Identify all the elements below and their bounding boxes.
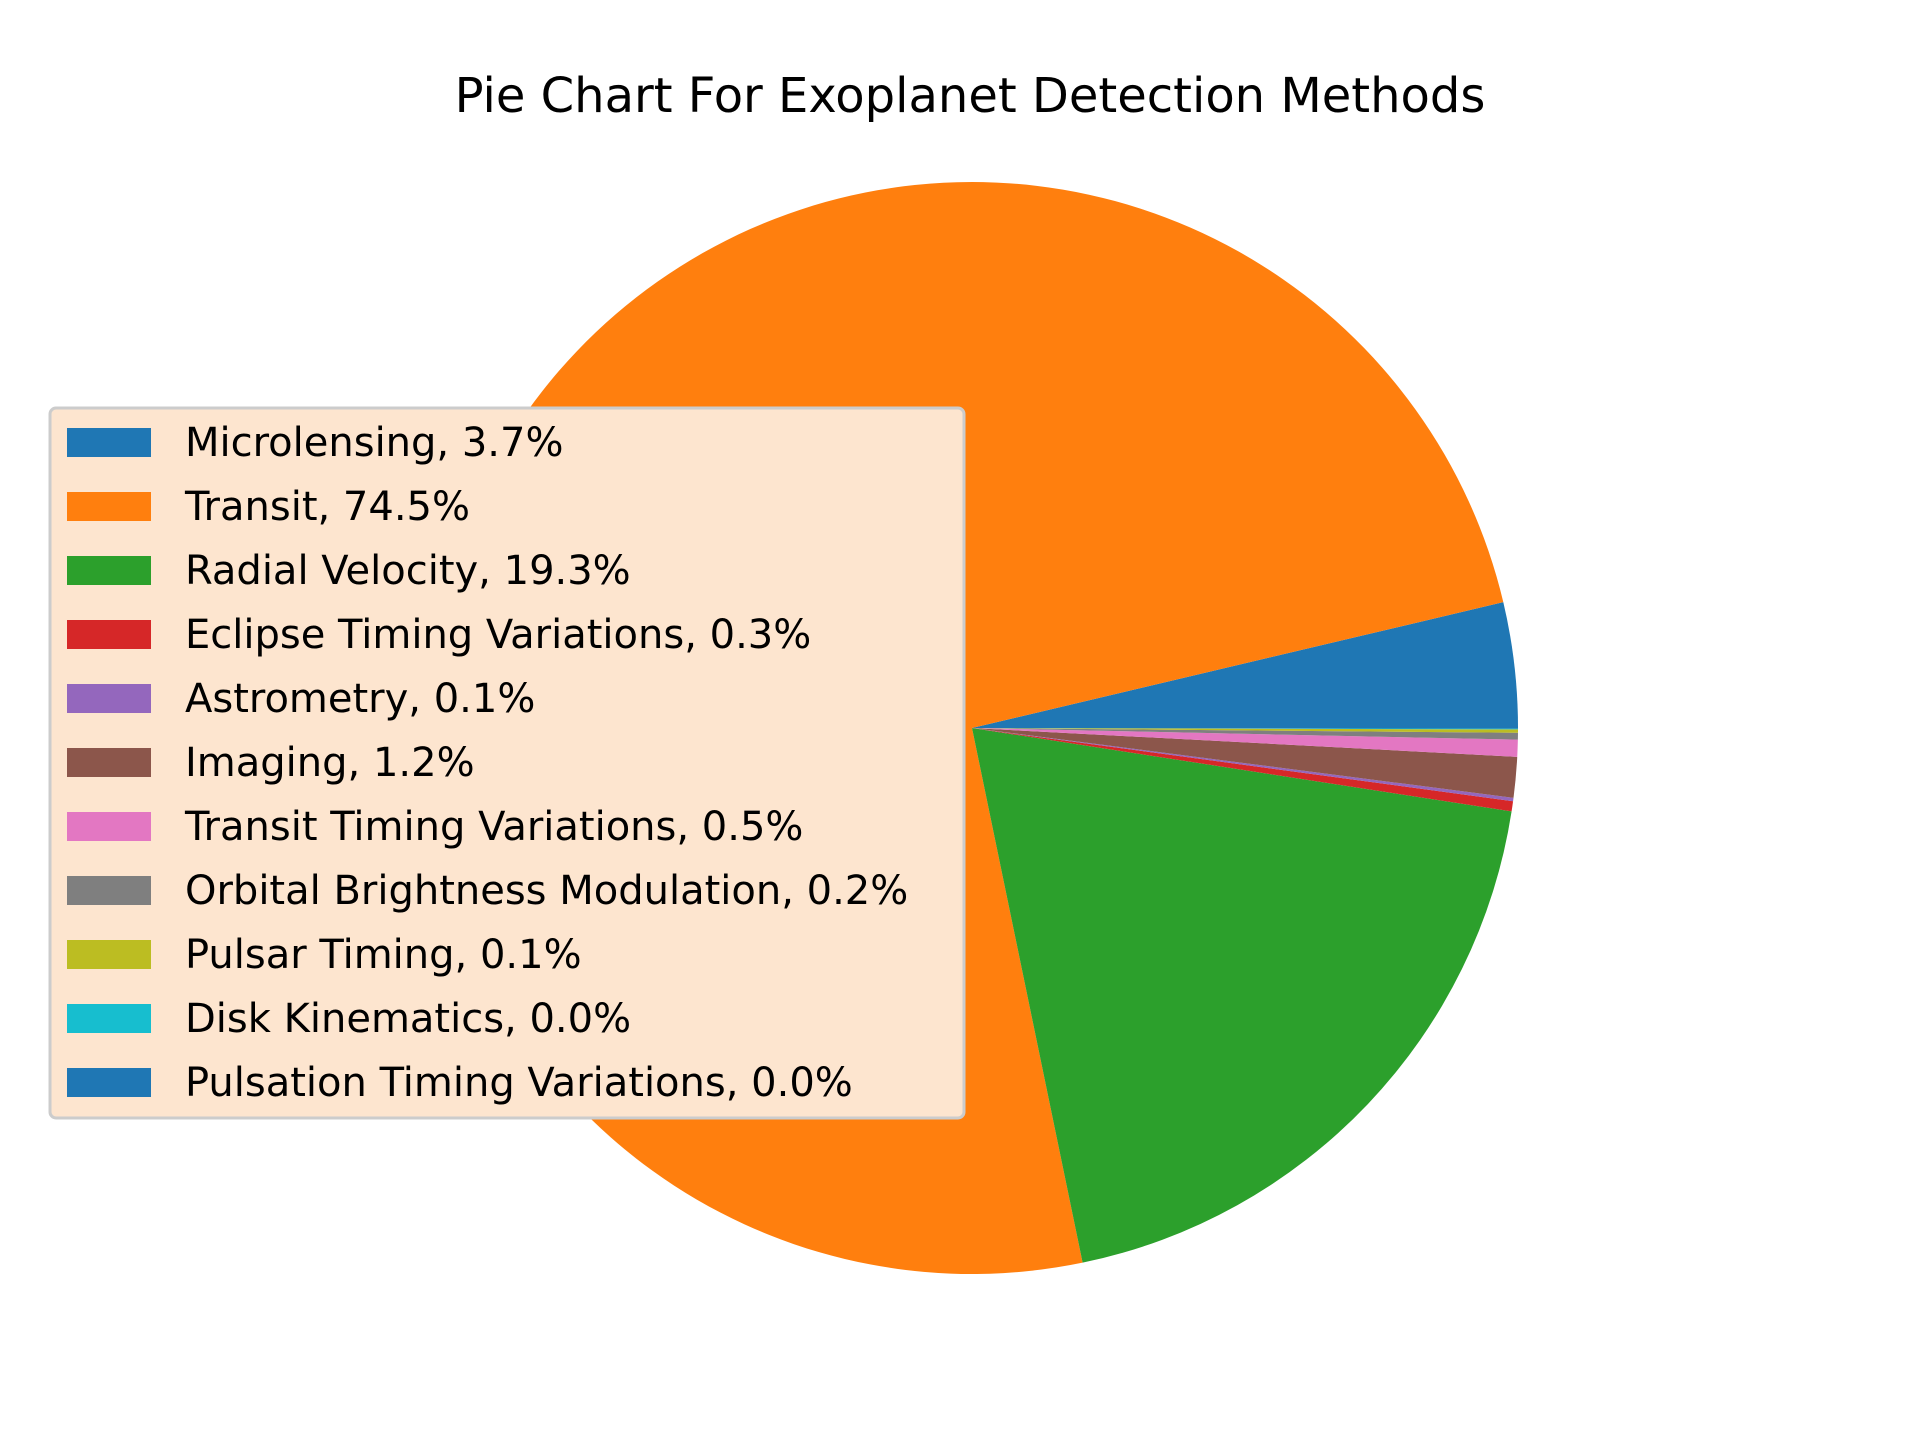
legend-swatch-8: [67, 940, 151, 969]
pie-slice-10: [972, 728, 1518, 729]
legend-label-0: Microlensing, 3.7%: [185, 420, 563, 466]
legend-label-6: Transit Timing Variations, 0.5%: [184, 804, 803, 850]
legend-swatch-2: [67, 556, 151, 585]
pie-slice-6: [972, 728, 1518, 757]
legend-swatch-10: [67, 1068, 151, 1097]
pie-slice-7: [972, 728, 1518, 740]
legend-swatch-6: [67, 812, 151, 841]
pie-slice-2: [972, 728, 1512, 1263]
legend-swatch-7: [67, 876, 151, 905]
legend-label-5: Imaging, 1.2%: [185, 740, 475, 786]
legend-swatch-3: [67, 620, 151, 649]
legend-label-4: Astrometry, 0.1%: [185, 676, 535, 722]
pie-slice-3: [972, 728, 1514, 812]
legend-label-2: Radial Velocity, 19.3%: [185, 548, 631, 594]
legend: Microlensing, 3.7% Transit, 74.5% Radial V…: [48, 406, 966, 1120]
chart-title: Pie Chart For Exoplanet Detection Method…: [455, 68, 1486, 124]
legend-label-7: Orbital Brightness Modulation, 0.2%: [185, 868, 908, 914]
legend-swatch-1: [67, 492, 151, 521]
legend-swatch-5: [67, 748, 151, 777]
pie-slice-5: [972, 728, 1518, 798]
pie-slice-9: [972, 728, 1518, 730]
legend-box: [48, 406, 966, 1120]
pie-slice-8: [972, 728, 1518, 733]
legend-items: Microlensing, 3.7% Transit, 74.5% Radial V…: [67, 420, 908, 1106]
pie-slice-0: [972, 602, 1518, 728]
legend-swatch-4: [67, 684, 151, 713]
pie-slice-4: [972, 728, 1514, 802]
legend-label-3: Eclipse Timing Variations, 0.3%: [185, 612, 811, 658]
legend-label-9: Disk Kinematics, 0.0%: [185, 996, 631, 1042]
legend-label-8: Pulsar Timing, 0.1%: [185, 932, 582, 978]
legend-label-10: Pulsation Timing Variations, 0.0%: [185, 1060, 853, 1106]
legend-swatch-9: [67, 1004, 151, 1033]
legend-label-1: Transit, 74.5%: [184, 484, 470, 530]
legend-swatch-0: [67, 428, 151, 457]
